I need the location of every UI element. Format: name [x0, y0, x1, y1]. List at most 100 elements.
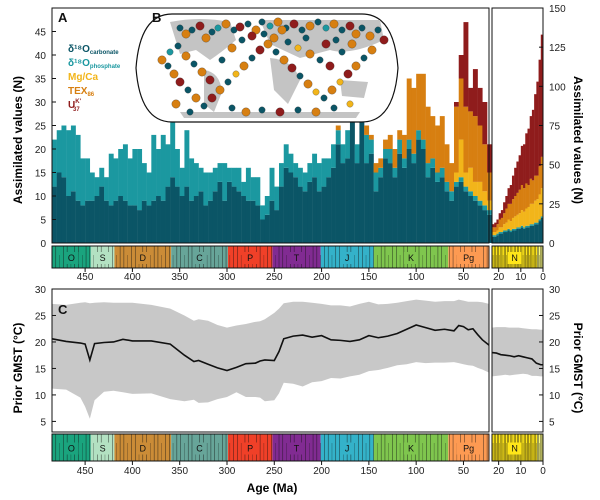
- a-left-xtick-label: 350: [171, 272, 188, 283]
- a-left-bar-phosphate: [335, 130, 341, 145]
- map-point: [190, 60, 198, 68]
- a-left-bar-tex86: [477, 125, 483, 182]
- a-left-bar-phosphate: [212, 167, 218, 192]
- a-left-period-label: P: [247, 253, 253, 263]
- a-right-ytick-label: 75: [549, 122, 561, 133]
- a-right-bar-uk37: [494, 222, 497, 228]
- a-right-bar-mgca: [534, 200, 537, 223]
- map-point: [329, 19, 339, 29]
- a-left-bar-phosphate: [61, 125, 67, 178]
- a-left-bar-carbonate: [99, 186, 105, 243]
- a-left-bar-carbonate: [439, 177, 445, 243]
- panel-label-b: B: [152, 10, 161, 25]
- c-right-yticks: 5 10 15 20 25 30: [539, 285, 561, 428]
- a-left-bar-phosphate: [487, 210, 493, 215]
- c-left-timescale-frame: [51, 433, 490, 462]
- c-right-period-label: N: [511, 444, 518, 454]
- a-left-bar-carbonate: [179, 196, 185, 243]
- map-point: [221, 19, 231, 29]
- map-point: [176, 24, 184, 32]
- a-right-bar-phosphate: [492, 235, 495, 237]
- a-right-bar-mgca: [507, 219, 510, 229]
- a-right-bar-mgca: [536, 199, 539, 223]
- c-right-xtick-label: 20: [493, 466, 505, 477]
- a-left-timescale-frame: [51, 245, 490, 269]
- map-point: [360, 54, 368, 62]
- a-left-period-label-bg: [456, 252, 481, 264]
- a-right-bar-uk37: [529, 116, 533, 179]
- a-left-xtick-label: 400: [124, 272, 141, 283]
- a-right-bar-tex86: [525, 183, 528, 209]
- c-left-period-label-bg: [403, 442, 418, 455]
- a-left-bar-carbonate: [321, 186, 327, 243]
- a-left-bar-carbonate: [141, 200, 147, 243]
- a-left-bar-carbonate: [89, 200, 95, 243]
- a-left-bar-carbonate: [312, 177, 318, 243]
- a-right-bars: [492, 34, 544, 243]
- map-point: [332, 36, 340, 44]
- a-left-bar-phosphate: [416, 130, 422, 140]
- map-point: [205, 75, 215, 85]
- a-left-bar-phosphate: [174, 149, 180, 187]
- map-point: [374, 26, 382, 34]
- a-left-period-label: Pg: [463, 253, 474, 263]
- a-left-bar-tex86: [335, 125, 341, 131]
- a-left-bar-phosphate: [146, 172, 152, 206]
- c-right-frame: [491, 288, 544, 433]
- a-right-bar-uk37: [503, 202, 506, 214]
- c-left-ytick-label: 30: [35, 285, 47, 296]
- a-right-bar-tex86: [523, 188, 526, 212]
- a-right-bar-phosphate: [500, 232, 504, 234]
- a-left-bar-phosphate: [463, 186, 469, 192]
- map-point: [258, 18, 266, 26]
- a-right-bar-carbonate: [531, 225, 535, 243]
- a-left-bar-phosphate: [113, 158, 119, 201]
- a-left-bar-carbonate: [331, 167, 336, 243]
- map-point: [239, 61, 249, 71]
- a-right-bar-uk37: [492, 224, 495, 228]
- c-right-ytick-label: 20: [549, 338, 561, 349]
- a-right-bar-mgca: [523, 211, 526, 228]
- a-left-bar-carbonate: [454, 186, 459, 243]
- c-left-period-label: K: [408, 444, 414, 454]
- a-left-ytick-label: 30: [35, 98, 47, 109]
- a-right-bar-tex86: [540, 156, 544, 189]
- a-right-bar-mgca: [498, 227, 502, 233]
- a-left-bar-carbonate: [208, 200, 213, 243]
- c-left-period-label-bg: [243, 442, 258, 455]
- map-point: [314, 18, 322, 26]
- a-right-bar-tex86: [527, 185, 530, 207]
- map-point: [244, 20, 252, 28]
- c-right-ytick-label: 30: [549, 285, 561, 296]
- a-right-bar-carbonate: [492, 236, 495, 243]
- a-left-bar-carbonate: [392, 177, 398, 243]
- map-point: [298, 26, 306, 34]
- a-right-bar-phosphate: [523, 227, 526, 229]
- a-left-bar-carbonate: [425, 177, 431, 243]
- a-left-bar-carbonate: [226, 181, 232, 243]
- a-left-bar-carbonate: [156, 196, 161, 243]
- a-right-bar-tex86: [531, 180, 535, 204]
- a-right-bar-phosphate: [505, 230, 508, 233]
- a-left-bar-phosphate: [132, 149, 138, 206]
- a-left-bar-carbonate: [420, 149, 426, 243]
- a-right-bar-mgca: [514, 216, 517, 229]
- c-left-xticks: 450 400 350 300 250 200 150 100 50: [77, 461, 469, 477]
- a-left-period-label-bg: [135, 252, 150, 264]
- a-left-bar-carbonate: [307, 181, 313, 243]
- map-point: [287, 63, 297, 73]
- a-left-bar-carbonate: [255, 205, 261, 243]
- a-right-xtick-label: 20: [493, 272, 505, 283]
- map-point: [330, 104, 338, 112]
- map-point: [238, 36, 246, 44]
- map-point: [305, 21, 315, 31]
- a-left-bar-phosphate: [430, 158, 436, 168]
- a-right-bar-carbonate: [527, 227, 530, 243]
- a-left-bar-carbonate: [449, 200, 455, 243]
- c-right-timescale-frame: [491, 433, 544, 462]
- a-left-bar-carbonate: [487, 214, 493, 243]
- a-left-bar-tex86: [482, 144, 488, 192]
- a-left-bar-uk37: [482, 102, 488, 145]
- a-left-period-label: D: [140, 253, 147, 263]
- a-left-bar-mgca: [463, 172, 469, 187]
